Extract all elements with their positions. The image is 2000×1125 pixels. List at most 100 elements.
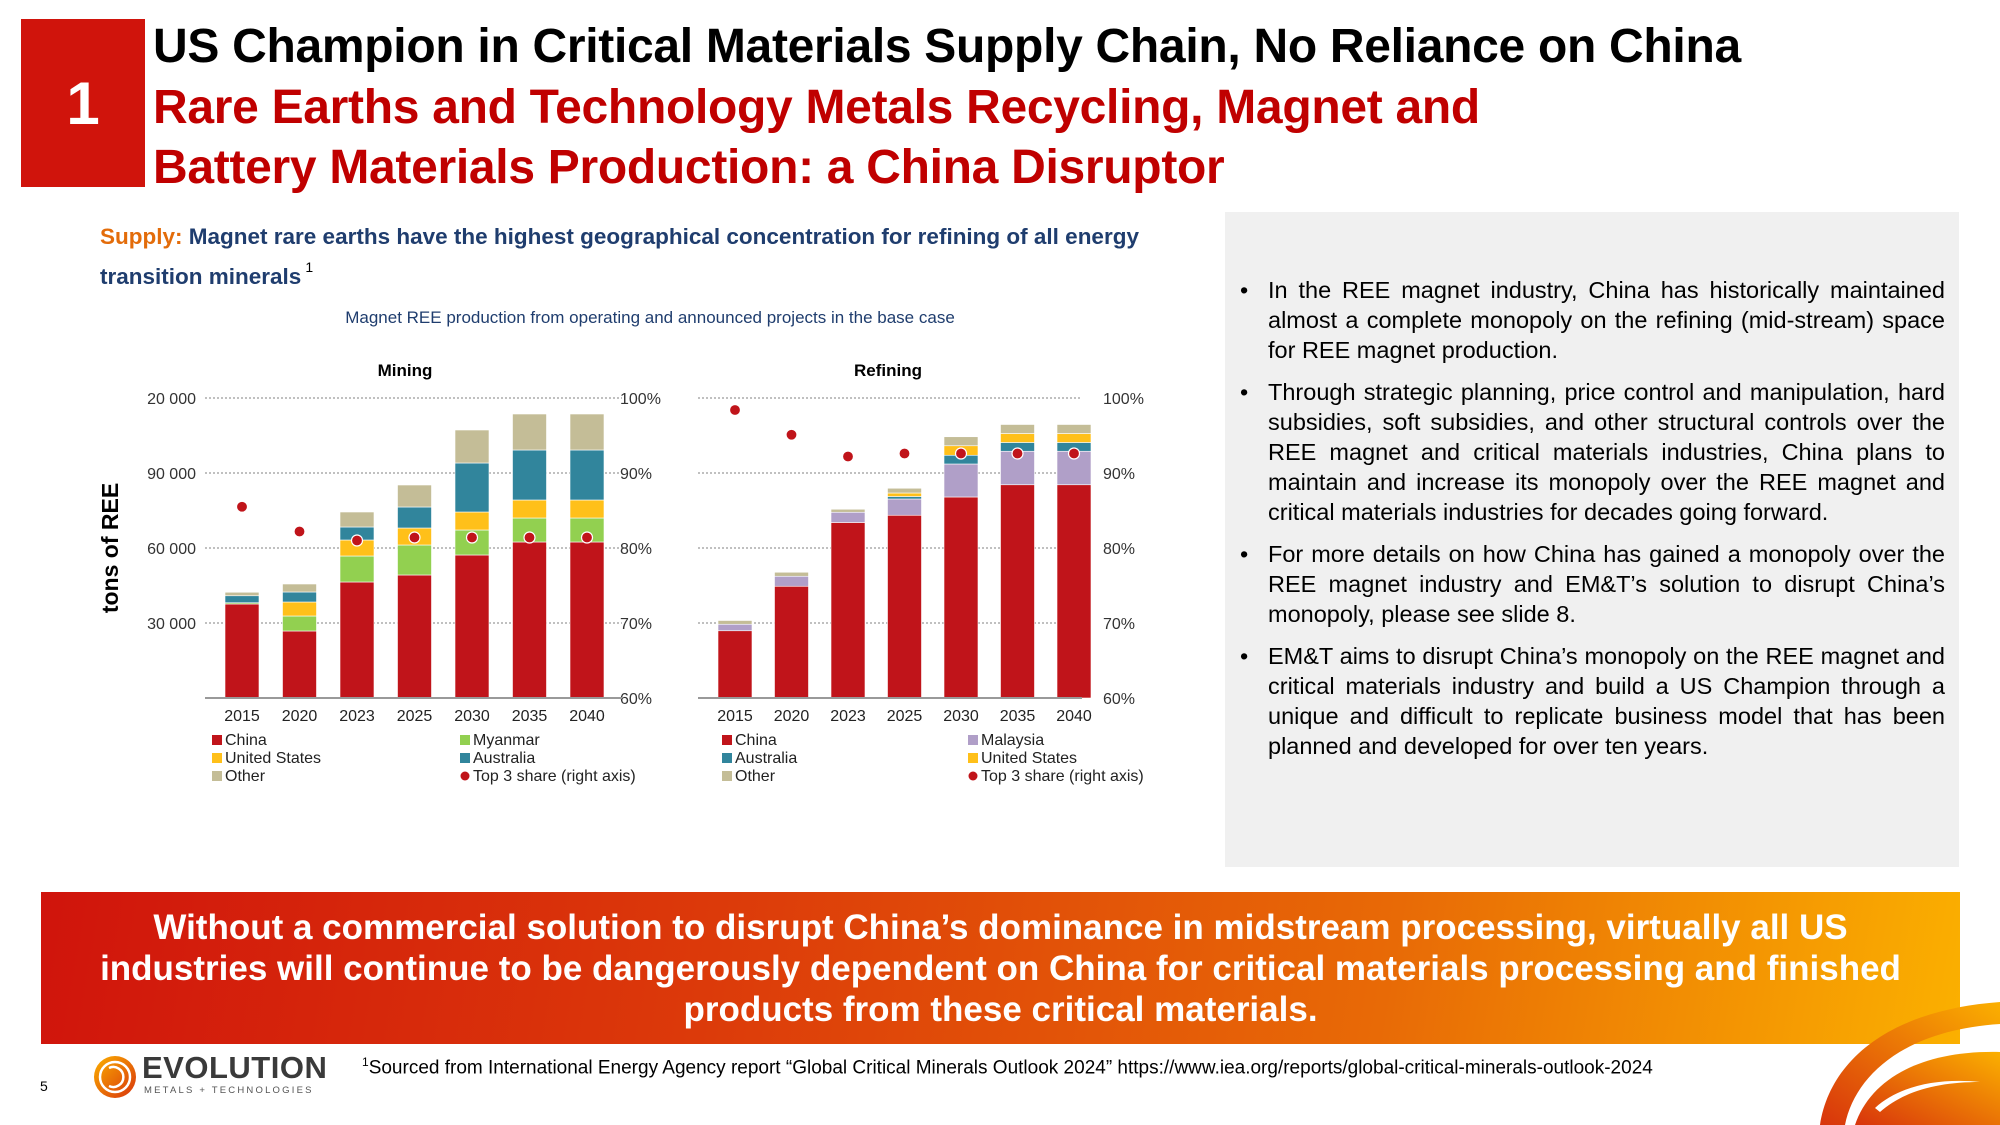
bar-segment-malaysia bbox=[1000, 450, 1035, 486]
bar-segment-other bbox=[569, 413, 605, 451]
bar-segment-united-states bbox=[1000, 433, 1035, 443]
bar-segment-china bbox=[397, 574, 432, 699]
summary-bullets: In the REE magnet industry, China has hi… bbox=[1238, 275, 1945, 773]
chart-title: Refining bbox=[854, 361, 922, 380]
bar-segment-other bbox=[774, 571, 809, 577]
bar-segment-united-states bbox=[569, 499, 605, 519]
top3-share-point bbox=[728, 403, 742, 417]
bullet-item: For more details on how China has gained… bbox=[1238, 539, 1945, 629]
top3-share-point bbox=[954, 447, 968, 460]
top3-share-point bbox=[1011, 447, 1024, 460]
bar-segment-united-states bbox=[512, 499, 547, 519]
legend-marker-square bbox=[460, 753, 470, 763]
bar-segment-china bbox=[943, 496, 979, 699]
slide-subtitle: Rare Earths and Technology Metals Recycl… bbox=[153, 78, 1480, 198]
y2-tick-label: 90% bbox=[1103, 466, 1135, 483]
y2-tick-label: 70% bbox=[1103, 616, 1135, 633]
bar-segment-australia bbox=[397, 506, 432, 529]
y2-tick-label: 80% bbox=[1103, 541, 1135, 558]
key-message-banner: Without a commercial solution to disrupt… bbox=[41, 892, 1960, 1044]
company-logo: EVOLUTION METALS + TECHNOLOGIES bbox=[92, 1052, 332, 1102]
slide-title: US Champion in Critical Materials Supply… bbox=[153, 20, 1741, 73]
bar-segment-united-states bbox=[1056, 433, 1092, 443]
chart-caption: Magnet REE production from operating and… bbox=[345, 308, 955, 327]
logo-wordmark: EVOLUTION bbox=[142, 1050, 328, 1085]
bar-segment-china bbox=[454, 554, 490, 699]
concentric-rings-logo-icon bbox=[94, 1056, 136, 1098]
bar-segment-australia bbox=[282, 591, 317, 603]
bar-segment-malaysia bbox=[887, 498, 922, 516]
bar-segment-malaysia bbox=[830, 511, 866, 523]
bar-segment-other bbox=[830, 508, 866, 513]
top3-share-point bbox=[408, 531, 421, 544]
legend-marker-square bbox=[212, 753, 222, 763]
legend-label: United States bbox=[225, 750, 321, 767]
supply-label: Supply: bbox=[100, 224, 183, 249]
x-tick-label: 2020 bbox=[774, 708, 810, 725]
legend-marker-square bbox=[722, 753, 732, 763]
bar-segment-other bbox=[512, 413, 547, 451]
bar-segment-other bbox=[454, 429, 490, 464]
x-tick-label: 2030 bbox=[454, 708, 490, 725]
legend-marker-square bbox=[968, 753, 978, 763]
bar-segment-other bbox=[1000, 424, 1035, 434]
y2-tick-label: 100% bbox=[620, 391, 661, 408]
bullet-item: Through strategic planning, price contro… bbox=[1238, 377, 1945, 527]
top3-share-point bbox=[898, 447, 911, 460]
legend-marker-square bbox=[460, 735, 470, 745]
legend-marker-square bbox=[212, 771, 222, 781]
legend-label: Top 3 share (right axis) bbox=[981, 768, 1144, 785]
y2-tick-label: 60% bbox=[620, 691, 652, 708]
bar-segment-other bbox=[397, 484, 432, 508]
top3-share-point bbox=[580, 531, 594, 544]
bar-segment-other bbox=[1056, 424, 1092, 434]
bar-segment-other bbox=[224, 591, 260, 597]
footnote-marker: 1 bbox=[305, 259, 314, 275]
x-tick-label: 2020 bbox=[282, 708, 318, 725]
bullet-item: EM&T aims to disrupt China’s monopoly on… bbox=[1238, 641, 1945, 761]
top3-share-point bbox=[465, 531, 479, 544]
bar-segment-china bbox=[282, 630, 317, 699]
bar-segment-china bbox=[339, 581, 375, 699]
logo-tagline: METALS + TECHNOLOGIES bbox=[144, 1085, 314, 1096]
y-tick-label: 90 000 bbox=[147, 466, 196, 483]
bar-segment-australia bbox=[224, 595, 260, 604]
chart-headline-text: Magnet rare earths have the highest geog… bbox=[100, 224, 1139, 289]
top3-share-point bbox=[523, 531, 536, 544]
top3-share-point bbox=[350, 534, 364, 547]
bar-segment-china bbox=[512, 541, 547, 699]
bar-segment-china bbox=[774, 585, 809, 699]
top3-share-point bbox=[785, 428, 798, 441]
bar-segment-china bbox=[1056, 484, 1092, 699]
bar-segment-china bbox=[887, 514, 922, 699]
y-axis-title: tons of REE bbox=[97, 483, 123, 613]
footnote-text: Sourced from International Energy Agency… bbox=[368, 1057, 1653, 1079]
top3-share-point bbox=[841, 450, 855, 463]
legend-label: Malaysia bbox=[981, 732, 1044, 749]
x-tick-label: 2025 bbox=[887, 708, 923, 725]
top3-share-point bbox=[293, 525, 306, 538]
top3-share-point bbox=[235, 500, 249, 513]
bar-segment-australia bbox=[454, 462, 490, 513]
x-tick-label: 2023 bbox=[339, 708, 375, 725]
legend-marker-square bbox=[722, 735, 732, 745]
top3-share-point bbox=[1067, 447, 1081, 460]
bar-segment-malaysia bbox=[717, 623, 753, 632]
bar-segment-united-states bbox=[454, 511, 490, 531]
legend-label: China bbox=[225, 732, 267, 749]
legend-marker-square bbox=[968, 735, 978, 745]
x-tick-label: 2023 bbox=[830, 708, 866, 725]
legend-label: Top 3 share (right axis) bbox=[473, 768, 636, 785]
y2-tick-label: 90% bbox=[620, 466, 652, 483]
x-tick-label: 2030 bbox=[943, 708, 979, 725]
bar-segment-australia bbox=[887, 496, 922, 500]
bar-segment-myanmar bbox=[339, 555, 375, 583]
x-tick-label: 2035 bbox=[512, 708, 548, 725]
bar-segment-malaysia bbox=[943, 463, 979, 498]
chart-headline: Supply: Magnet rare earths have the high… bbox=[100, 222, 1160, 292]
subtitle-line-1: Rare Earths and Technology Metals Recycl… bbox=[153, 81, 1480, 134]
x-tick-label: 2025 bbox=[397, 708, 433, 725]
legend-label: Other bbox=[225, 768, 266, 785]
bar-segment-australia bbox=[512, 449, 547, 501]
bar-segment-other bbox=[887, 487, 922, 494]
